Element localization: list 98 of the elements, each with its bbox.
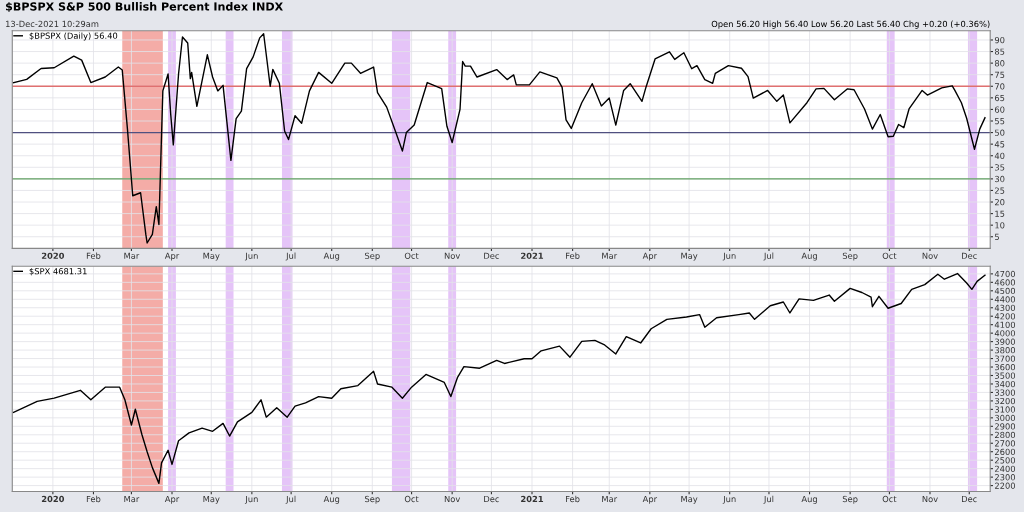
y-tick-label: 80: [994, 60, 1005, 67]
y-tick-label: 70: [995, 83, 1005, 90]
x-tick-label: 2020: [41, 252, 65, 259]
x-tick-label: Jun: [722, 495, 736, 504]
y-tick-label: 50: [995, 129, 1005, 136]
y-tick-label: 10: [995, 222, 1005, 229]
x-tick-label: 2021: [521, 495, 544, 503]
y-tick-label: 40: [994, 152, 1005, 160]
x-tick-label: Aug: [801, 252, 817, 261]
y-tick-label: 2700: [994, 440, 1016, 447]
x-tick-label: Jul: [763, 252, 774, 261]
x-tick-label: Jun: [722, 252, 736, 261]
x-tick-label: Apr: [164, 495, 180, 504]
y-tick-label: 15: [995, 210, 1005, 217]
x-tick-label: Jul: [285, 252, 296, 261]
y-tick-label: 2900: [994, 423, 1016, 430]
y-tick-label: 5: [995, 233, 999, 241]
y-tick-label: 2300: [994, 474, 1016, 481]
y-tick-label: 3300: [995, 389, 1016, 396]
y-tick-label: 3200: [995, 397, 1016, 405]
y-tick-label: 2600: [994, 448, 1016, 455]
chart-subtitle: 13-Dec-2021 10:29am: [6, 20, 99, 28]
y-tick-label: 2200: [994, 482, 1016, 489]
x-tick-label: Dec: [962, 252, 977, 259]
x-tick-label: May: [681, 252, 698, 261]
x-tick-label: Nov: [922, 495, 938, 503]
y-tick-label: 2400: [994, 465, 1016, 472]
x-tick-label: Sep: [364, 252, 380, 261]
chart-title: $BPSPX S&P 500 Bullish Percent Index INDX: [5, 2, 283, 13]
y-tick-label: 35: [995, 164, 1005, 171]
y-tick-label: 2500: [994, 457, 1016, 464]
x-tick-label: Oct: [404, 252, 419, 259]
y-tick-label: 2800: [994, 431, 1016, 439]
x-tick-label: Dec: [484, 495, 499, 503]
y-tick-label: 4500: [994, 287, 1016, 295]
x-tick-label: May: [203, 495, 220, 504]
x-tick-label: May: [681, 495, 698, 504]
y-tick-label: 75: [995, 71, 1005, 78]
y-tick-label: 3600: [995, 364, 1016, 371]
y-tick-label: 3700: [995, 355, 1016, 362]
x-tick-label: Sep: [364, 495, 380, 504]
x-tick-label: Nov: [922, 252, 938, 259]
x-tick-label: Nov: [444, 252, 461, 259]
y-tick-label: 90: [994, 36, 1005, 44]
y-tick-label: 4300: [994, 304, 1016, 312]
x-tick-label: Oct: [404, 495, 419, 503]
y-tick-label: 65: [994, 94, 1005, 102]
x-tick-label: Feb: [86, 495, 101, 503]
y-tick-label: 4100: [994, 321, 1016, 328]
y-tick-label: 3500: [995, 372, 1016, 379]
x-tick-label: May: [203, 252, 220, 261]
x-tick-label: Apr: [642, 495, 658, 504]
line-series: [12, 33, 986, 244]
x-tick-label: Jun: [244, 252, 258, 261]
y-tick-label: 4000: [994, 330, 1016, 337]
y-tick-label: 30: [995, 175, 1005, 183]
x-tick-label: Aug: [323, 252, 340, 261]
y-tick-label: 3100: [995, 406, 1016, 413]
x-tick-label: Aug: [323, 495, 340, 504]
y-tick-label: 3000: [995, 414, 1016, 422]
x-tick-label: Aug: [801, 495, 817, 504]
x-tick-label: Sep: [842, 252, 858, 261]
x-tick-label: Oct: [882, 252, 897, 259]
x-tick-label: Apr: [642, 252, 658, 261]
x-tick-label: Mar: [124, 252, 140, 259]
y-tick-label: 4600: [994, 279, 1016, 286]
x-tick-label: Jul: [285, 495, 296, 504]
x-tick-label: Feb: [566, 252, 580, 259]
y-tick-label: 45: [994, 141, 1005, 148]
y-tick-label: 85: [994, 48, 1005, 55]
x-tick-label: 2021: [521, 252, 544, 259]
y-tick-label: 60: [994, 106, 1005, 113]
y-tick-label: 4700: [994, 270, 1016, 278]
x-tick-label: Mar: [602, 252, 618, 259]
x-tick-label: Sep: [842, 495, 858, 504]
y-tick-label: 3800: [995, 347, 1016, 354]
x-tick-label: Dec: [962, 495, 977, 503]
x-tick-label: Feb: [86, 252, 101, 259]
x-tick-label: Feb: [566, 495, 580, 503]
x-tick-label: Nov: [444, 495, 461, 503]
y-tick-label: 4400: [994, 296, 1016, 303]
y-tick-label: 20: [994, 199, 1005, 206]
y-tick-label: 55: [995, 118, 1005, 125]
x-tick-label: Mar: [124, 495, 140, 503]
x-tick-label: Jun: [244, 495, 258, 504]
legend-label: $SPX 4681.31: [29, 267, 87, 276]
x-tick-label: Apr: [164, 252, 180, 261]
x-tick-label: Jul: [763, 495, 774, 504]
text: Open 56.20 High 56.40 Low 56.20 Last 56.40 Chg +0.20 (+0.36%): [711, 20, 990, 29]
y-tick-label: 4200: [994, 313, 1016, 320]
legend-label: $BPSPX (Daily) 56.40: [29, 32, 118, 41]
y-tick-label: 25: [994, 187, 1005, 194]
x-tick-label: Mar: [602, 495, 618, 503]
y-tick-label: 3400: [995, 380, 1016, 388]
y-tick-label: 3900: [995, 338, 1016, 345]
x-tick-label: 2020: [41, 495, 65, 503]
x-tick-label: Oct: [882, 495, 897, 503]
x-tick-label: Dec: [484, 252, 499, 259]
